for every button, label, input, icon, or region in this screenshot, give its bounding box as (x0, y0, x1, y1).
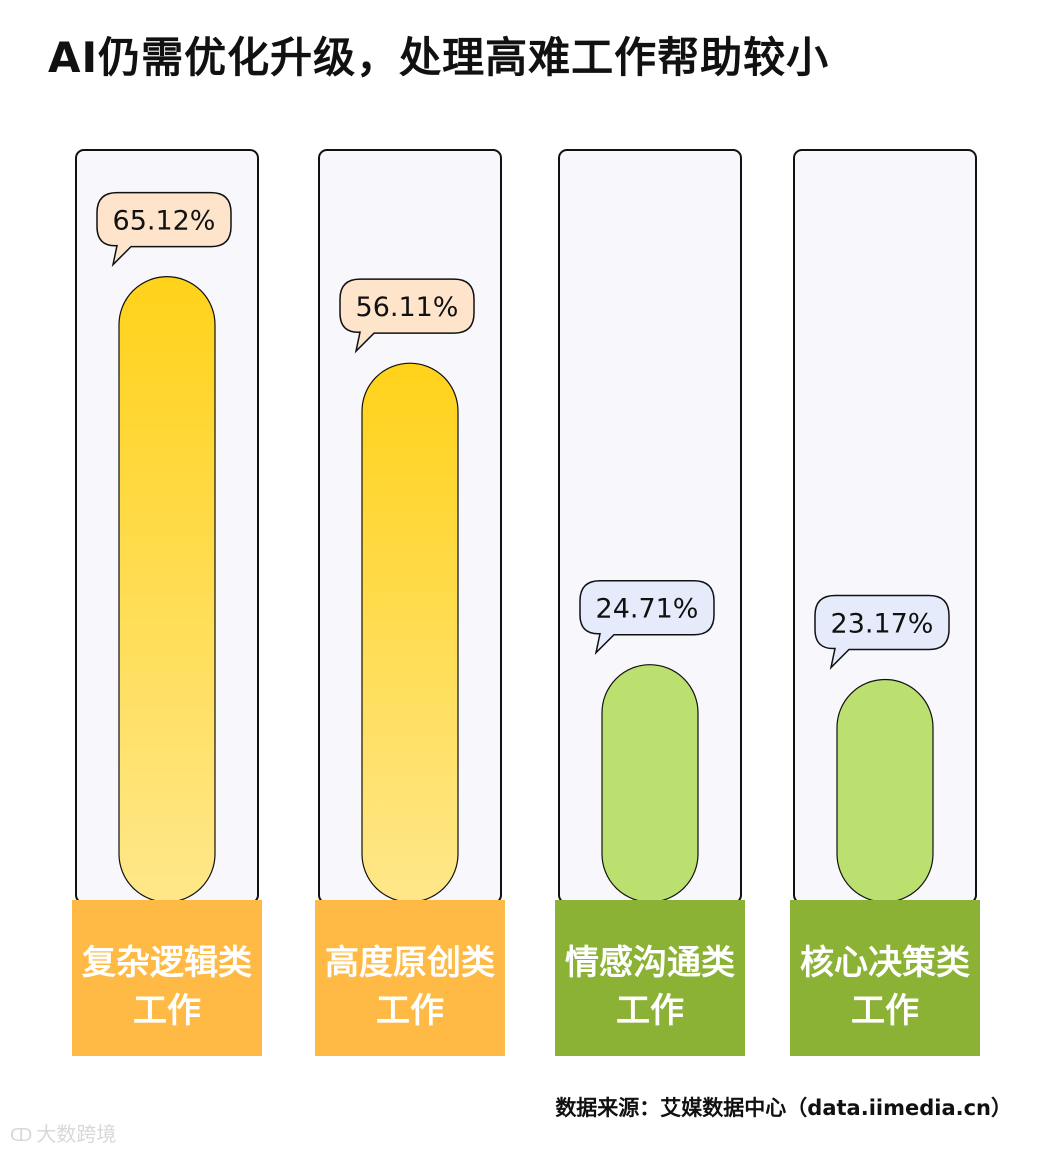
data-label: 24.71% (596, 594, 699, 625)
category-label: 工作 (133, 991, 201, 1031)
watermark: ↀ 大数跨境 (10, 1118, 116, 1147)
category-label-bg (790, 900, 980, 1056)
category-label: 核心决策类 (800, 943, 970, 983)
value-bubble (579, 579, 715, 656)
data-label: 65.12% (113, 206, 216, 237)
category-label: 高度原创类 (325, 943, 495, 983)
category-label: 复杂逻辑类 (82, 943, 252, 983)
data-source: 数据来源：艾媒数据中心（data.iimedia.cn） (555, 1096, 1012, 1120)
value-bubble (96, 191, 232, 267)
category-label: 情感沟通类 (565, 943, 735, 983)
bar (601, 664, 699, 903)
data-label: 23.17% (831, 608, 934, 639)
chart-title: AI仍需优化升级，处理高难工作帮助较小 (48, 33, 830, 82)
bar (118, 276, 216, 903)
logo-icon: ↀ (10, 1125, 33, 1146)
category-label-bg (315, 900, 505, 1056)
value-bubble (339, 278, 475, 354)
data-label: 56.11% (356, 292, 459, 323)
category-label-bg (555, 900, 745, 1056)
bar (836, 678, 934, 903)
bar (361, 362, 459, 903)
category-label-bg (72, 900, 262, 1056)
watermark-text: 大数跨境 (36, 1122, 117, 1146)
category-label: 工作 (851, 991, 919, 1031)
category-label: 工作 (616, 991, 684, 1031)
category-label: 工作 (376, 991, 444, 1031)
value-bubble (814, 594, 950, 670)
